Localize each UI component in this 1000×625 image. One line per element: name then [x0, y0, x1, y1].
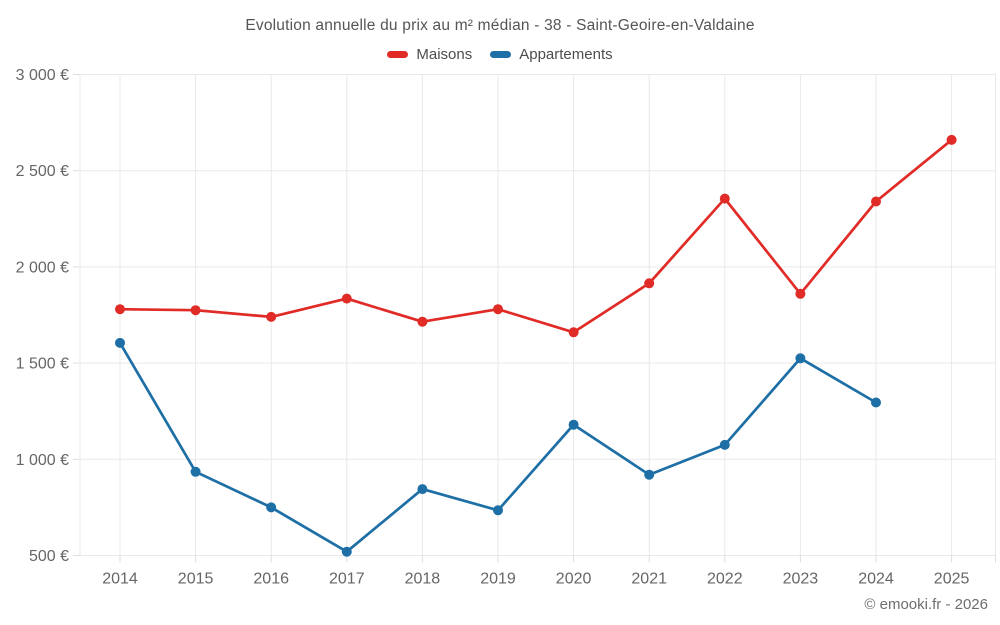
data-point-maisons-2024[interactable] [871, 196, 881, 207]
copyright-text: © emooki.fr - 2026 [864, 596, 988, 613]
data-point-maisons-2016[interactable] [266, 311, 277, 322]
y-axis-label: 500 € [29, 548, 69, 565]
data-point-appartements-2016[interactable] [266, 502, 277, 513]
y-axis-label: 2 000 € [16, 259, 69, 276]
x-axis-label: 2024 [858, 571, 894, 588]
data-point-appartements-2020[interactable] [568, 419, 579, 430]
data-point-appartements-2019[interactable] [493, 505, 503, 516]
x-axis-label: 2021 [631, 571, 667, 588]
x-axis-label: 2022 [707, 571, 743, 588]
data-point-appartements-2022[interactable] [719, 439, 730, 450]
x-axis-label: 2019 [480, 571, 516, 588]
data-point-maisons-2019[interactable] [493, 304, 503, 315]
y-axis-label: 1 500 € [16, 356, 69, 373]
data-point-appartements-2014[interactable] [115, 337, 125, 348]
y-axis-label: 2 500 € [16, 163, 69, 180]
data-point-maisons-2023[interactable] [795, 288, 806, 299]
x-axis-label: 2023 [783, 571, 819, 588]
legend-label: Maisons [416, 46, 473, 63]
x-axis-label: 2025 [934, 571, 970, 588]
data-point-appartements-2024[interactable] [871, 397, 881, 408]
data-point-maisons-2021[interactable] [644, 278, 655, 289]
series-line-maisons [118, 138, 953, 334]
y-axis-label: 3 000 € [16, 67, 69, 84]
data-point-maisons-2017[interactable] [341, 293, 352, 304]
x-axis-label: 2017 [329, 571, 365, 588]
data-point-appartements-2021[interactable] [644, 469, 655, 480]
legend-item-maisons[interactable]: Maisons [387, 46, 472, 63]
legend-swatch-icon [387, 51, 409, 58]
x-axis-label: 2015 [178, 571, 214, 588]
data-point-maisons-2014[interactable] [115, 304, 125, 315]
data-point-maisons-2018[interactable] [417, 316, 428, 327]
data-point-maisons-2020[interactable] [568, 327, 579, 338]
y-axis-label: 1 000 € [16, 452, 69, 469]
data-point-appartements-2015[interactable] [190, 466, 201, 477]
legend-item-appartements[interactable]: Appartements [490, 46, 613, 63]
x-axis-label: 2016 [253, 571, 289, 588]
x-axis-label: 2018 [405, 571, 441, 588]
data-point-maisons-2015[interactable] [190, 305, 201, 316]
data-point-maisons-2025[interactable] [946, 134, 957, 145]
data-point-appartements-2017[interactable] [341, 546, 352, 557]
legend-label: Appartements [519, 46, 613, 63]
chart-title: Evolution annuelle du prix au m² médian … [245, 17, 755, 34]
chart-legend: Maisons Appartements [0, 46, 1000, 63]
data-point-maisons-2022[interactable] [719, 193, 730, 204]
x-axis-label: 2014 [102, 571, 138, 588]
x-axis-label: 2020 [556, 571, 592, 588]
data-point-appartements-2023[interactable] [795, 353, 806, 364]
data-point-appartements-2018[interactable] [417, 484, 428, 495]
legend-swatch-icon [490, 51, 512, 58]
